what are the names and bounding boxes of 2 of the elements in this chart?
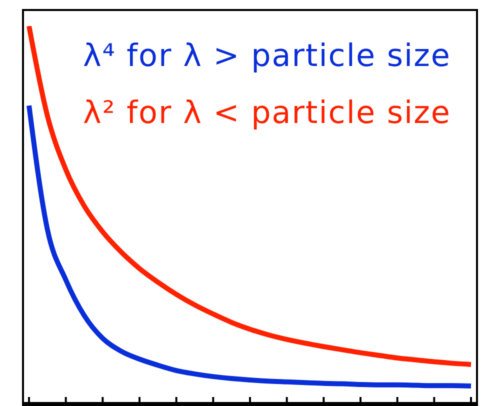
series-label: λ² for λ < particle size <box>82 94 451 133</box>
text: λ⁴ for λ > particle size <box>82 37 451 76</box>
